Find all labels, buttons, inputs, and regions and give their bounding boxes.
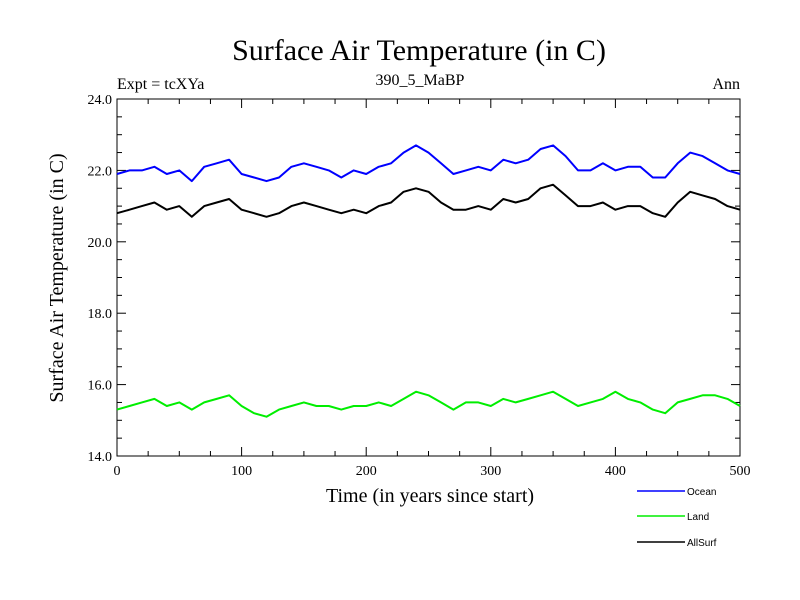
y-tick-label: 20.0 — [88, 236, 113, 251]
period-label: 390_5_MaBP — [376, 72, 465, 89]
x-tick-label: 100 — [231, 464, 252, 479]
x-tick-label: 0 — [114, 464, 121, 479]
x-axis-label: Time (in years since start) — [326, 485, 534, 507]
y-tick-label: 14.0 — [88, 450, 113, 465]
legend-label-allsurf: AllSurf — [687, 538, 717, 549]
y-tick-label: 16.0 — [88, 379, 113, 394]
y-axis-ticks: 14.0 16.0 18.0 20.0 22.0 24.0 — [88, 93, 740, 465]
series-line-ocean — [116, 144, 741, 183]
x-tick-label: 400 — [605, 464, 626, 479]
legend-label-ocean: Ocean — [687, 487, 716, 498]
series-layer — [116, 144, 741, 418]
experiment-label: Expt = tcXYa — [117, 76, 204, 93]
x-tick-label: 200 — [356, 464, 377, 479]
legend: Ocean Land AllSurf — [637, 487, 717, 549]
x-tick-label: 300 — [480, 464, 501, 479]
x-tick-label: 500 — [730, 464, 751, 479]
legend-label-land: Land — [687, 512, 709, 523]
y-axis-label: Surface Air Temperature (in C) — [46, 153, 68, 402]
chart-title: Surface Air Temperature (in C) — [232, 34, 606, 67]
x-axis-ticks: 0 100 200 300 400 500 — [114, 99, 751, 479]
y-tick-label: 24.0 — [88, 93, 113, 108]
y-tick-label: 18.0 — [88, 307, 113, 322]
y-tick-label: 22.0 — [88, 164, 113, 179]
series-line-allsurf — [116, 183, 741, 218]
series-line-land — [116, 390, 741, 418]
season-label: Ann — [712, 76, 740, 93]
